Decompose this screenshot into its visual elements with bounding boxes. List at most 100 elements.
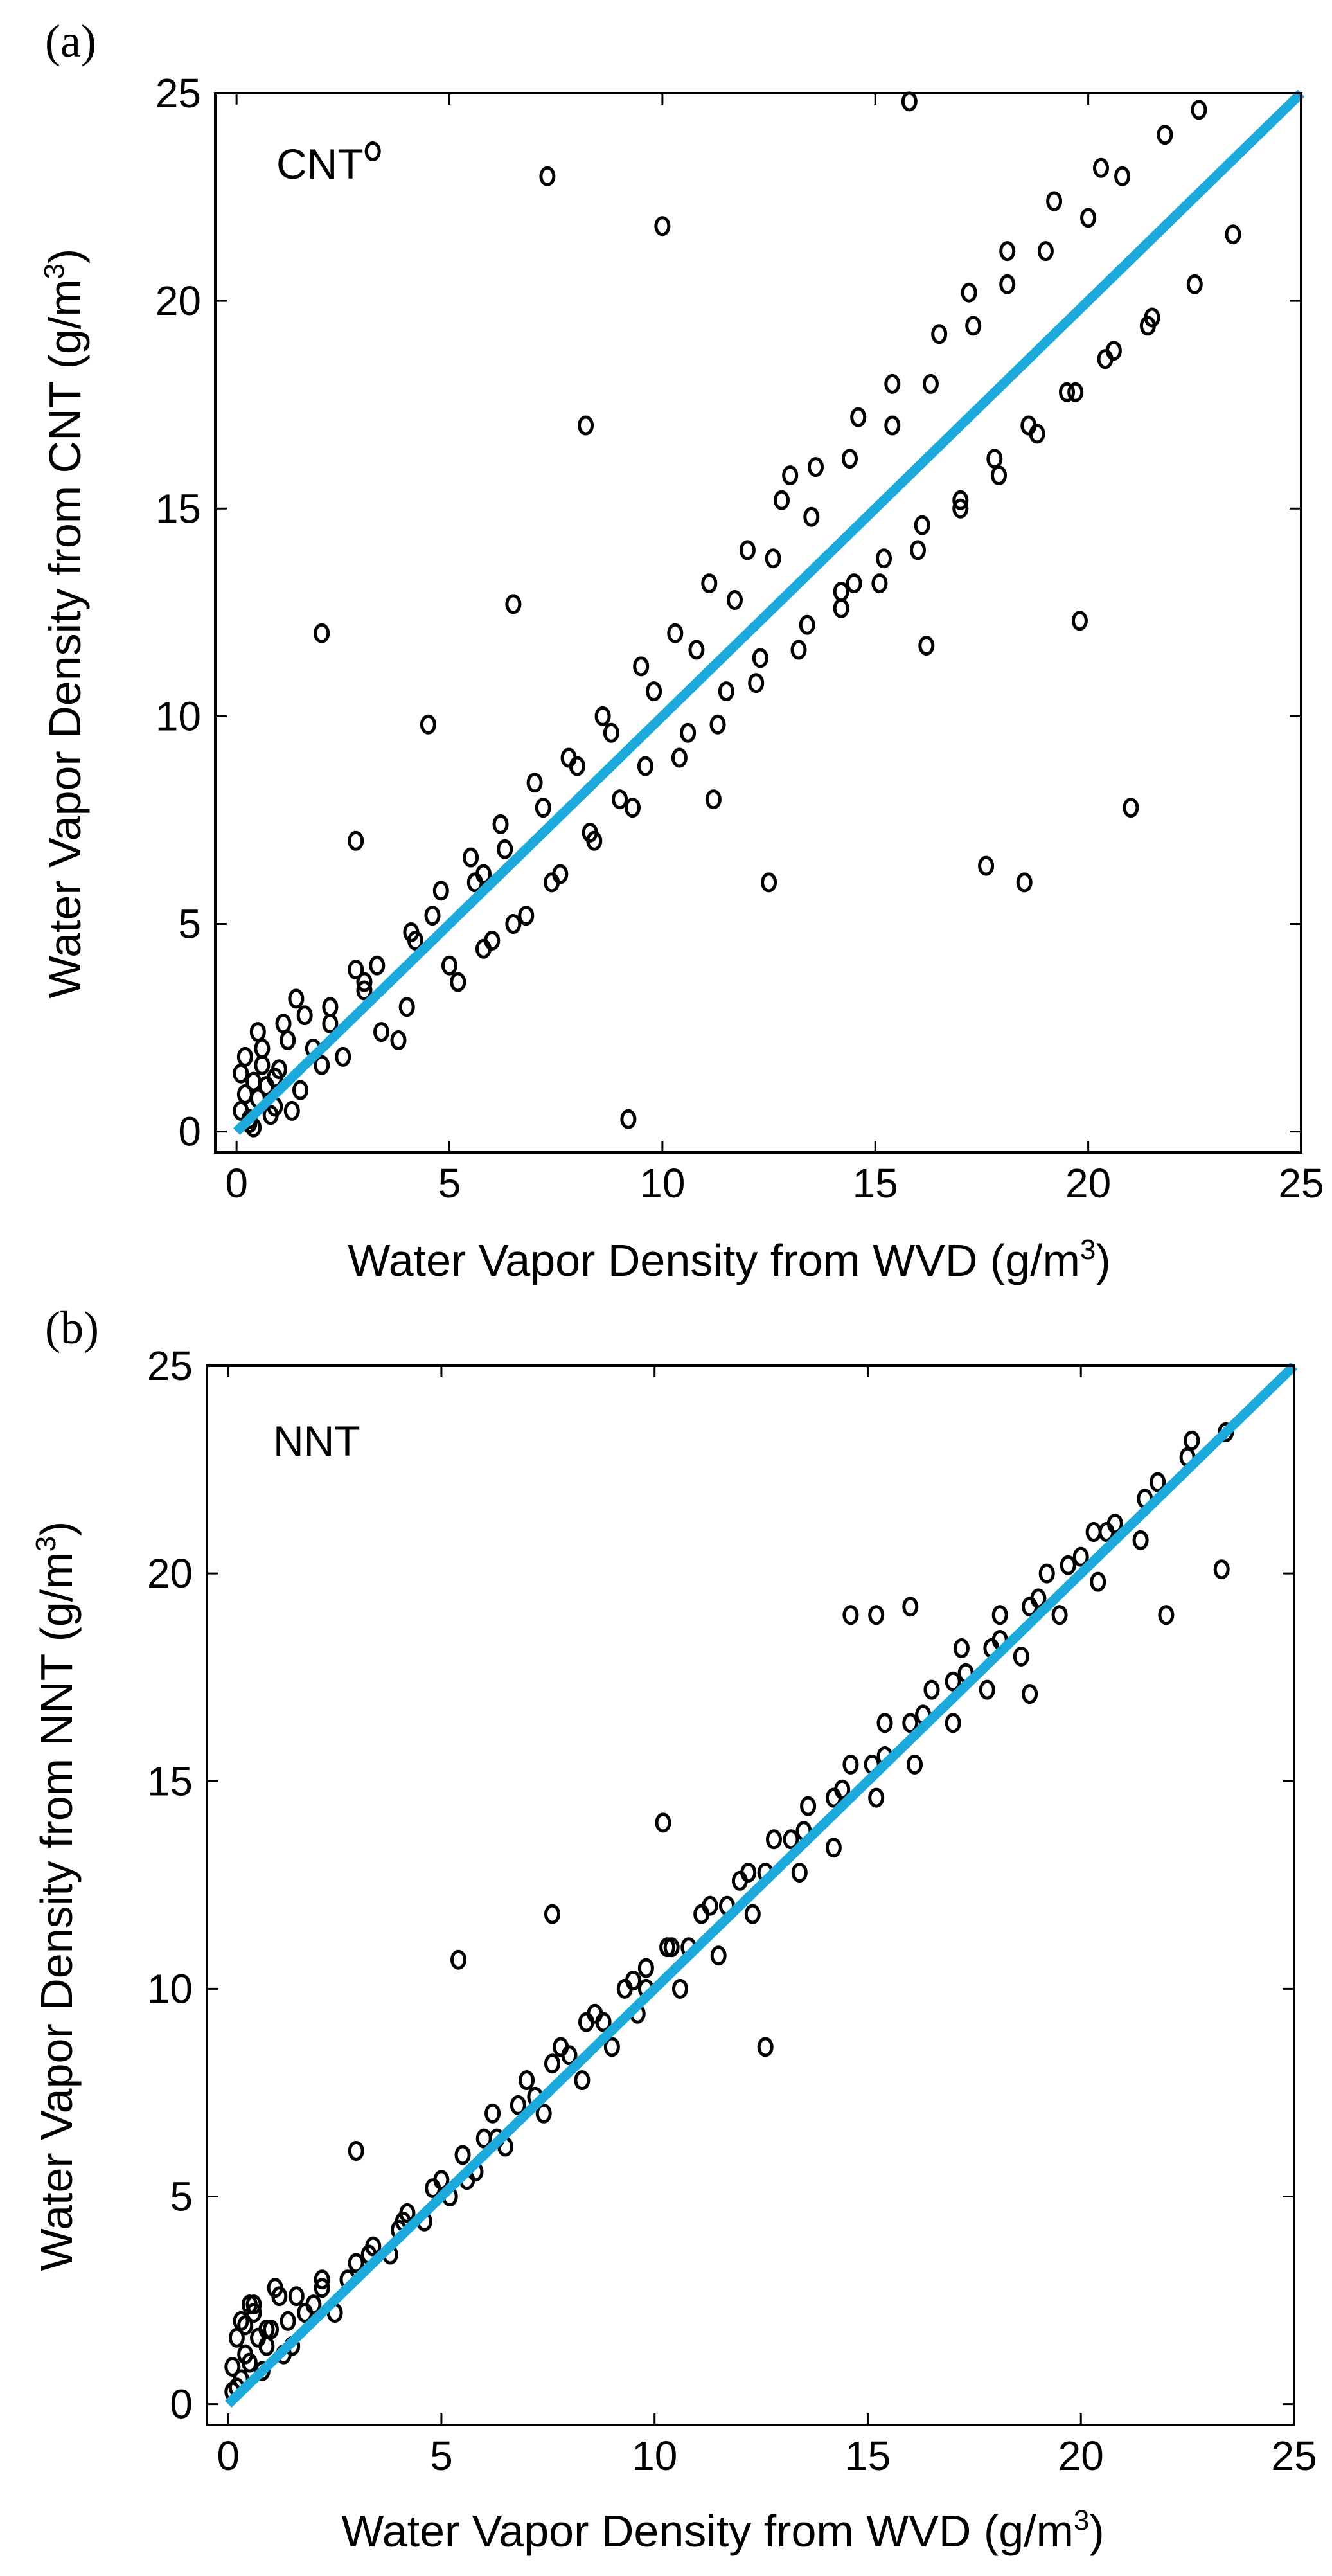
scatter-point bbox=[800, 1796, 817, 1816]
scatter-point bbox=[965, 316, 982, 336]
scatter-point bbox=[544, 2053, 560, 2074]
scatter-point bbox=[518, 906, 535, 926]
scatter-point bbox=[249, 1022, 266, 1042]
scatter-point bbox=[314, 623, 330, 643]
scatter-point bbox=[578, 415, 594, 436]
scatter-point bbox=[305, 2294, 322, 2315]
scatter-point bbox=[979, 1679, 995, 1700]
scatter-point bbox=[978, 855, 995, 876]
scatter-point bbox=[931, 324, 948, 344]
scatter-point bbox=[918, 636, 935, 656]
scatter-point bbox=[783, 1829, 799, 1850]
scatter-point bbox=[825, 1838, 842, 1858]
scatter-point bbox=[288, 988, 305, 1009]
scatter-point bbox=[475, 938, 492, 959]
scatter-point bbox=[535, 798, 551, 818]
y-tick-label: 20 bbox=[147, 1550, 193, 1597]
scatter-point bbox=[1060, 1555, 1076, 1575]
scatter-point bbox=[952, 490, 969, 510]
scatter-point bbox=[505, 594, 522, 614]
scatter-point bbox=[254, 1038, 271, 1059]
scatter-point bbox=[497, 839, 513, 859]
scatter-point bbox=[646, 681, 662, 702]
x-tick-label: 25 bbox=[1278, 1160, 1324, 1206]
scatter-point bbox=[808, 457, 824, 478]
scatter-point bbox=[952, 498, 969, 519]
scatter-point bbox=[441, 955, 457, 976]
scatter-point bbox=[727, 590, 743, 610]
scatter-point bbox=[267, 2278, 283, 2298]
scatter-point bbox=[846, 573, 862, 594]
scatter-point bbox=[356, 980, 373, 1001]
scatter-point bbox=[450, 1949, 466, 1970]
scatter-point bbox=[701, 573, 718, 594]
scatter-point bbox=[348, 830, 364, 851]
x-tick-label: 10 bbox=[632, 2433, 677, 2479]
scatter-point bbox=[709, 714, 726, 735]
scatter-point bbox=[1191, 100, 1207, 120]
scatter-point bbox=[1150, 1472, 1166, 1492]
scatter-point bbox=[654, 216, 671, 237]
panel-a-plot-frame bbox=[214, 92, 1302, 1154]
scatter-point bbox=[680, 722, 697, 743]
scatter-point bbox=[1080, 208, 1097, 228]
scatter-point bbox=[314, 2278, 330, 2298]
scatter-point bbox=[1090, 1571, 1106, 1592]
scatter-point bbox=[288, 2286, 305, 2307]
scatter-point bbox=[454, 2145, 471, 2165]
x-tick-label: 5 bbox=[438, 1160, 461, 1206]
scatter-point bbox=[902, 1597, 919, 1617]
scatter-point bbox=[594, 706, 611, 726]
scatter-point bbox=[424, 906, 441, 926]
scatter-point bbox=[748, 673, 765, 693]
scatter-point bbox=[335, 1046, 351, 1067]
scatter-point bbox=[671, 747, 688, 768]
scatter-point bbox=[655, 1812, 671, 1833]
scatter-point bbox=[999, 274, 1016, 294]
y-tick-label: 25 bbox=[147, 1343, 193, 1389]
scatter-point bbox=[224, 2357, 241, 2377]
scatter-point bbox=[258, 2319, 275, 2339]
scatter-point bbox=[1020, 415, 1037, 436]
scatter-point bbox=[693, 1904, 710, 1924]
scatter-point bbox=[757, 2037, 774, 2057]
scatter-point bbox=[544, 872, 560, 893]
scatter-point bbox=[582, 822, 598, 843]
panel-a-annotation: CNT bbox=[276, 140, 364, 188]
scatter-point bbox=[922, 373, 939, 394]
scatter-point bbox=[322, 997, 339, 1017]
scatter-point bbox=[876, 548, 892, 569]
scatter-point bbox=[505, 914, 522, 934]
scatter-point bbox=[1059, 382, 1075, 402]
panel-b-x-tick-labels: 0 5 10 15 20 25 bbox=[217, 2433, 1317, 2479]
scatter-point bbox=[398, 997, 415, 1017]
scatter-point bbox=[535, 2103, 552, 2124]
scatter-point bbox=[603, 722, 619, 743]
scatter-point bbox=[1030, 1588, 1047, 1609]
scatter-point bbox=[425, 2178, 441, 2199]
scatter-point bbox=[953, 1638, 970, 1658]
scatter-point bbox=[236, 1084, 253, 1104]
panel-a-y-axis-label: Water Vapor Density from CNT (g/m3) bbox=[39, 249, 90, 999]
panel-b-reference-line bbox=[224, 1362, 1298, 2408]
panel-a: (a) 0 5 10 15 20 25 0 5 10 15 20 25 CNT Water Vapo… bbox=[39, 15, 1324, 1285]
y-tick-label: 20 bbox=[155, 278, 201, 324]
scatter-point bbox=[884, 415, 901, 436]
scatter-point bbox=[868, 1787, 885, 1808]
panel-a-x-axis-label: Water Vapor Density from WVD (g/m3) bbox=[348, 1234, 1110, 1285]
scatter-point bbox=[782, 465, 799, 486]
scatter-point bbox=[356, 972, 373, 992]
panel-b-plot-frame bbox=[206, 1364, 1295, 2426]
scatter-point bbox=[420, 714, 436, 735]
scatter-point bbox=[637, 756, 653, 776]
scatter-point bbox=[296, 1005, 313, 1026]
scatter-point bbox=[961, 282, 977, 303]
panel-b: (b) 0 5 10 15 20 25 0 5 10 15 20 25 NNT Water Vapo… bbox=[30, 1302, 1317, 2556]
scatter-point bbox=[1139, 316, 1156, 336]
scatter-point bbox=[390, 1030, 407, 1050]
y-tick-label: 0 bbox=[178, 1109, 201, 1155]
scatter-point bbox=[510, 2095, 526, 2115]
y-tick-label: 5 bbox=[178, 901, 201, 947]
x-tick-label: 15 bbox=[845, 2433, 891, 2479]
